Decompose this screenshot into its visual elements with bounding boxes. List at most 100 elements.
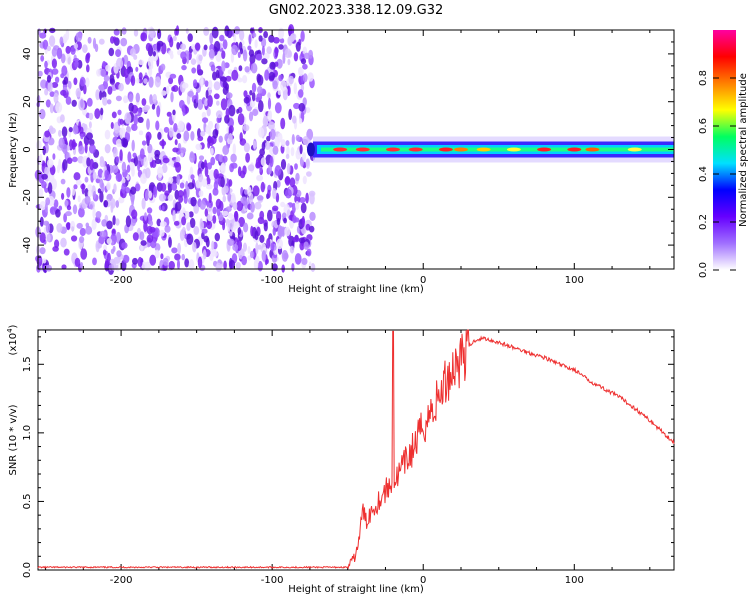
noise-speck bbox=[287, 58, 291, 66]
noise-speck bbox=[212, 71, 217, 81]
noise-speck bbox=[111, 111, 117, 119]
noise-speck bbox=[62, 159, 68, 171]
noise-speck bbox=[198, 173, 204, 183]
noise-speck bbox=[192, 241, 197, 253]
noise-speck bbox=[213, 168, 219, 180]
noise-speck bbox=[205, 89, 209, 99]
noise-speck bbox=[160, 182, 167, 192]
noise-speck bbox=[179, 99, 185, 109]
noise-speck bbox=[156, 105, 161, 118]
noise-speck bbox=[133, 155, 138, 167]
noise-speck bbox=[54, 239, 60, 249]
noise-speck bbox=[239, 138, 247, 146]
noise-speck bbox=[115, 95, 122, 102]
noise-speck bbox=[46, 75, 52, 83]
noise-speck bbox=[276, 58, 283, 69]
noise-speck bbox=[131, 139, 135, 152]
signal-peak bbox=[567, 147, 582, 152]
noise-speck bbox=[213, 40, 221, 52]
noise-speck bbox=[66, 187, 71, 198]
noise-speck bbox=[129, 218, 136, 227]
noise-speck bbox=[168, 260, 175, 270]
noise-speck bbox=[227, 238, 235, 246]
noise-speck bbox=[209, 253, 214, 261]
noise-speck bbox=[137, 160, 141, 172]
noise-speck bbox=[263, 222, 268, 232]
noise-speck bbox=[130, 75, 136, 86]
noise-speck bbox=[200, 130, 206, 137]
noise-speck bbox=[166, 111, 172, 117]
noise-speck bbox=[77, 59, 83, 69]
noise-speck bbox=[305, 158, 311, 169]
noise-speck bbox=[87, 189, 93, 198]
noise-speck bbox=[169, 73, 177, 79]
noise-speck bbox=[231, 69, 239, 81]
noise-speck bbox=[190, 196, 197, 207]
noise-speck bbox=[46, 45, 52, 52]
noise-speck bbox=[181, 253, 185, 261]
noise-speck bbox=[51, 68, 59, 75]
noise-speck bbox=[51, 58, 58, 69]
noise-speck bbox=[99, 230, 107, 238]
snr-ticks: -200 -100 0 100 0.0 0.5 1.0 1.5 bbox=[22, 330, 674, 586]
noise-speck bbox=[42, 145, 46, 156]
noise-speck bbox=[162, 157, 170, 164]
noise-speck bbox=[146, 207, 153, 214]
snr-x-axis-label: Height of straight line (km) bbox=[288, 584, 424, 595]
noise-speck bbox=[71, 142, 78, 148]
noise-speck bbox=[221, 50, 226, 59]
noise-speck bbox=[118, 196, 125, 204]
noise-speck bbox=[179, 147, 187, 154]
noise-speck bbox=[63, 76, 69, 85]
noise-speck bbox=[151, 103, 156, 110]
noise-speck bbox=[68, 127, 73, 133]
noise-speck bbox=[304, 52, 310, 59]
noise-speck bbox=[243, 96, 250, 104]
noise-speck bbox=[148, 66, 153, 77]
noise-speck bbox=[208, 79, 213, 91]
noise-speck bbox=[121, 182, 127, 194]
noise-speck bbox=[149, 220, 154, 227]
noise-speck bbox=[222, 86, 229, 95]
noise-speck bbox=[39, 247, 46, 255]
noise-speck bbox=[238, 41, 243, 51]
noise-speck bbox=[168, 50, 174, 56]
noise-speck bbox=[262, 52, 270, 60]
noise-speck bbox=[236, 200, 244, 212]
noise-speck bbox=[123, 68, 129, 79]
noise-speck bbox=[198, 54, 203, 61]
noise-speck bbox=[207, 136, 213, 144]
spectrogram-x-axis-label: Height of straight line (km) bbox=[288, 284, 424, 295]
noise-speck bbox=[272, 37, 280, 44]
noise-speck bbox=[180, 51, 187, 60]
noise-speck bbox=[156, 42, 161, 52]
noise-speck bbox=[210, 147, 214, 156]
noise-speck bbox=[307, 72, 314, 82]
noise-speck bbox=[154, 158, 162, 165]
noise-speck bbox=[242, 75, 248, 84]
noise-speck bbox=[55, 209, 61, 218]
noise-speck bbox=[294, 253, 302, 265]
noise-speck bbox=[141, 98, 147, 106]
noise-speck bbox=[225, 75, 232, 82]
noise-speck bbox=[231, 44, 239, 56]
signal-peak bbox=[333, 147, 348, 152]
noise-speck bbox=[147, 152, 153, 163]
noise-speck bbox=[213, 93, 220, 100]
signal-peak bbox=[627, 147, 642, 152]
noise-speck bbox=[49, 91, 55, 97]
noise-speck bbox=[230, 194, 236, 203]
noise-speck bbox=[128, 93, 134, 103]
signal-peak bbox=[386, 147, 401, 152]
noise-speck bbox=[65, 211, 72, 217]
snr-frame bbox=[37, 329, 675, 571]
noise-speck bbox=[204, 98, 208, 107]
noise-speck bbox=[202, 249, 207, 260]
noise-speck bbox=[201, 178, 208, 188]
noise-speck bbox=[56, 223, 63, 233]
noise-speck bbox=[256, 92, 263, 102]
noise-speck bbox=[61, 65, 68, 76]
noise-speck bbox=[39, 108, 46, 120]
noise-speck bbox=[178, 195, 184, 203]
noise-speck bbox=[269, 61, 276, 70]
